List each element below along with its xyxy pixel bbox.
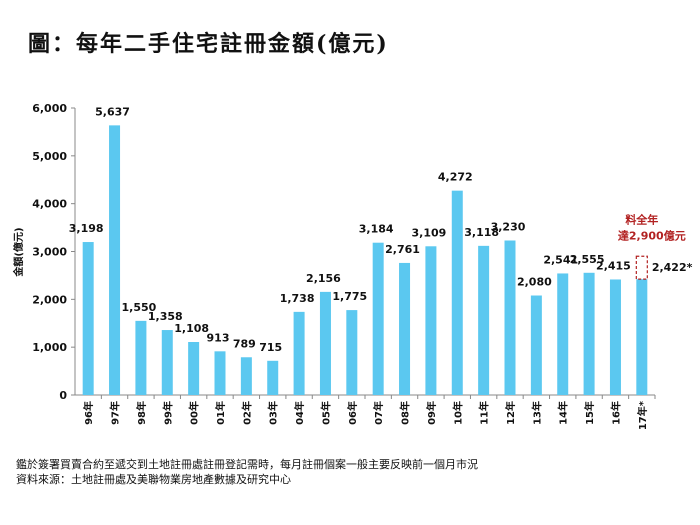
data-label: 2,422*	[652, 261, 693, 274]
data-label: 3,230	[491, 220, 526, 233]
data-label: 3,198	[69, 222, 104, 235]
bar	[240, 357, 252, 395]
bar	[293, 311, 305, 395]
y-tick-label: 1,000	[32, 341, 67, 354]
data-label: 2,555	[570, 253, 605, 266]
projection-box	[635, 255, 648, 280]
data-label: 3,184	[359, 223, 394, 236]
data-label: 3,118	[464, 226, 499, 239]
bar	[451, 190, 463, 395]
bar	[109, 125, 121, 396]
bar	[267, 360, 279, 395]
x-tick-label: 14年	[557, 401, 570, 425]
x-tick-label: 97年	[109, 401, 122, 425]
data-label: 2,156	[306, 272, 341, 285]
data-label: 2,761	[385, 243, 420, 256]
data-label: 2,080	[517, 276, 552, 289]
data-label: 4,272	[438, 171, 473, 184]
x-tick-label: 98年	[135, 401, 148, 425]
x-tick-label: 07年	[372, 401, 385, 425]
data-label: 5,637	[95, 105, 130, 118]
x-tick-label: 08年	[399, 401, 412, 425]
data-label: 1,358	[148, 310, 183, 323]
data-label: 1,775	[332, 290, 367, 303]
data-label: 789	[233, 337, 256, 350]
bar	[135, 320, 147, 395]
data-label: 1,108	[174, 322, 209, 335]
bar	[82, 242, 94, 395]
x-tick-label: 06年	[346, 401, 359, 425]
x-tick-label: 11年	[478, 401, 491, 425]
bar	[214, 351, 226, 395]
bar	[478, 245, 490, 395]
x-tick-label: 16年	[609, 401, 622, 425]
x-tick-label: 00年	[188, 401, 201, 425]
bar	[346, 310, 358, 395]
y-tick-label: 3,000	[32, 246, 67, 259]
data-label: 1,550	[122, 301, 157, 314]
bar	[188, 342, 200, 395]
bar	[530, 295, 542, 395]
y-axis-label: 金額(億元)	[12, 227, 25, 277]
bar	[425, 246, 437, 395]
x-tick-label: 99年	[161, 401, 174, 425]
x-tick-label: 13年	[530, 401, 543, 425]
data-label: 1,738	[280, 292, 315, 305]
projection-annotation: 料全年	[625, 212, 658, 226]
bar	[161, 330, 173, 395]
bar	[504, 240, 516, 395]
x-tick-label: 15年	[583, 401, 596, 425]
footnote: 鑑於簽署買賣合約至遞交到土地註冊處註冊登記需時，每月註冊個案一般主要反映前一個月…	[16, 458, 478, 471]
y-tick-label: 4,000	[32, 198, 67, 211]
x-tick-label: 10年	[451, 401, 464, 425]
x-tick-label: 96年	[82, 401, 95, 425]
data-label: 3,109	[412, 226, 447, 239]
x-tick-label: 12年	[504, 401, 517, 425]
data-label: 2,541	[543, 253, 578, 266]
x-tick-label: 02年	[240, 401, 253, 425]
x-tick-label: 17年*	[636, 400, 649, 430]
source-note: 資料來源：土地註冊處及美聯物業房地產數據及研究中心	[16, 473, 291, 486]
bar	[636, 279, 648, 395]
bar	[319, 291, 331, 395]
y-tick-label: 5,000	[32, 150, 67, 163]
data-label: 913	[207, 331, 230, 344]
y-tick-label: 0	[59, 389, 67, 402]
y-tick-label: 6,000	[32, 102, 67, 115]
x-tick-label: 01年	[214, 401, 227, 425]
chart-title: 圖：每年二手住宅註冊金額(億元)	[28, 31, 389, 57]
y-tick-label: 2,000	[32, 293, 67, 306]
data-label: 715	[259, 341, 282, 354]
bar	[557, 273, 569, 395]
bar	[372, 242, 384, 395]
x-tick-label: 09年	[425, 401, 438, 425]
data-label: 2,415	[596, 259, 631, 272]
x-tick-label: 05年	[319, 401, 332, 425]
bar	[609, 279, 621, 395]
x-tick-label: 03年	[267, 401, 280, 425]
x-tick-label: 04年	[293, 401, 306, 425]
bar	[583, 272, 595, 395]
bar	[399, 262, 411, 395]
projection-annotation: 達2,900億元	[618, 228, 686, 242]
